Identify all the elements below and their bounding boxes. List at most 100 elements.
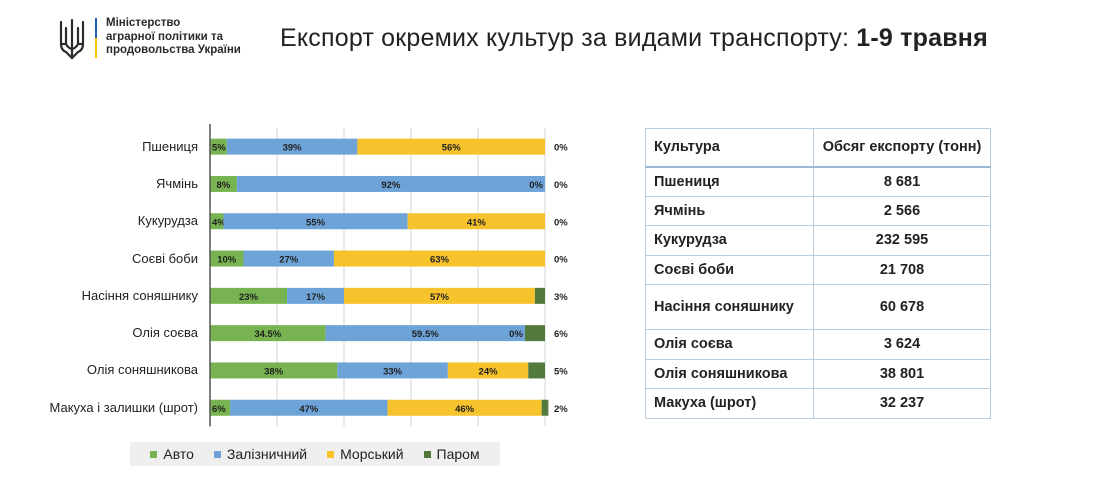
chart-bar-segment [541, 399, 549, 416]
table-row: Соєві боби 21 708 [645, 254, 991, 285]
chart-bar-segment [447, 362, 529, 379]
table-cell-crop: Насіння соняшнику [645, 284, 814, 330]
chart-bar-segment [226, 138, 358, 155]
table-cell-crop: Олія соєва [645, 329, 814, 360]
chart-data-label: 5% [212, 143, 226, 154]
chart-bar-segment [387, 399, 542, 416]
table-row: Пшениця 8 681 [645, 166, 991, 197]
table-cell-volume: 2 566 [813, 195, 991, 226]
chart-category-label: Соєві боби [131, 250, 198, 266]
chart-category-label: Олія соєва [132, 325, 198, 341]
chart-data-label: 24% [479, 366, 499, 377]
export-volume-table: Культура Обсяг експорту (тонн) Пшениця 8 … [645, 128, 991, 419]
chart-bar-segment [236, 175, 546, 192]
page-title: Експорт окремих культур за видами трансп… [280, 24, 988, 52]
table-row: Олія соняшникова 38 801 [645, 358, 991, 389]
chart-bar-segment [210, 175, 237, 192]
chart-data-label: 59.5% [412, 329, 439, 340]
chart-data-label-ferry: 0% [554, 255, 568, 266]
legend-item-auto: Авто [150, 446, 194, 462]
chart-bar-segment [210, 250, 244, 267]
chart-data-label-ferry: 0% [554, 217, 568, 228]
legend-swatch-icon [213, 450, 221, 458]
chart-bar-segment [223, 213, 408, 230]
chart-data-label-ferry: 5% [554, 366, 568, 377]
chart-category-label: Олія соняшникова [86, 362, 198, 378]
table-row: Макуха (шрот) 32 237 [645, 388, 991, 419]
chart-category-label: Макуха і залишки (шрот) [49, 399, 198, 415]
legend-swatch-icon [327, 450, 335, 458]
legend-label: Паром [436, 446, 480, 462]
chart-bar-segment [210, 138, 227, 155]
table-cell-crop: Пшениця [645, 166, 814, 197]
chart-data-label: 92% [381, 180, 401, 191]
chart-data-label: 47% [299, 404, 319, 415]
table-cell-volume: 8 681 [813, 166, 991, 197]
chart-bar-segment [528, 362, 545, 379]
table-cell-crop: Ячмінь [645, 195, 814, 226]
chart-data-label-ferry: 0% [554, 180, 568, 191]
table-cell-crop: Кукурудза [645, 225, 814, 256]
header: Міністерство аграрної політики та продов… [0, 0, 1100, 80]
chart-category-label: Ячмінь [156, 175, 198, 191]
table-row: Насіння соняшнику 60 678 [645, 284, 991, 330]
chart-bar-segment [325, 325, 525, 342]
chart-bar-segment [337, 362, 448, 379]
legend-swatch-icon [423, 450, 431, 458]
table-row: Олія соєва 3 624 [645, 329, 991, 360]
chart-data-label: 33% [383, 366, 403, 377]
legend-item-rail: Залізничний [213, 446, 308, 462]
chart-data-label-ferry: 3% [554, 292, 568, 303]
chart-data-label: 34.5% [254, 329, 281, 340]
chart-data-label: 27% [279, 255, 299, 266]
chart-bar-segment [210, 399, 231, 416]
chart-data-label: 23% [239, 292, 259, 303]
chart-data-label-ferry: 2% [554, 404, 568, 415]
table-cell-volume: 38 801 [813, 358, 991, 389]
chart-bar-segment [210, 287, 288, 304]
chart-bar-segment [534, 287, 545, 304]
legend-item-ferry: Паром [423, 446, 480, 462]
chart-bar-segment [210, 213, 224, 230]
stacked-bar-chart: 5% 39% 56% 0% 8% 92% 0% 0% 4% 55% 41% 0% 10% 27% 63% 0%… [0, 120, 620, 480]
table-cell-volume: 3 624 [813, 329, 991, 360]
table-row: Кукурудза 232 595 [645, 225, 991, 256]
chart-bar-segment [230, 399, 388, 416]
chart-data-label-ferry: 0% [554, 143, 568, 154]
table-cell-volume: 21 708 [813, 254, 991, 285]
chart-data-label: 8% [217, 180, 231, 191]
legend-swatch-icon [150, 450, 158, 458]
chart-bar-segment [287, 287, 344, 304]
chart-bar-segment [333, 250, 545, 267]
table-header-crop: Культура [645, 128, 814, 168]
chart-data-label: 6% [212, 404, 226, 415]
legend-label: Авто [163, 446, 194, 462]
legend-item-sea: Морський [327, 446, 404, 462]
legend-label: Морський [340, 446, 404, 462]
chart-bar-segment [407, 213, 545, 230]
chart-category-label: Пшениця [142, 138, 198, 154]
table-cell-volume: 32 237 [813, 388, 991, 419]
chart-bar-segment [210, 362, 338, 379]
chart-data-label: 46% [455, 404, 475, 415]
logo-divider [95, 18, 97, 58]
chart-data-label: 10% [217, 255, 237, 266]
chart-data-label: 56% [442, 143, 462, 154]
chart-bar-segment [524, 325, 545, 342]
table-header-volume: Обсяг експорту (тонн) [813, 128, 991, 168]
chart-data-label: 41% [467, 217, 487, 228]
legend-label: Залізничний [226, 446, 308, 462]
chart-data-label: 55% [306, 217, 326, 228]
chart-data-label: 17% [306, 292, 326, 303]
chart-data-label: 0% [509, 329, 523, 340]
chart-plot-area: 5% 39% 56% 0% 8% 92% 0% 0% 4% 55% 41% 0% 10% 27% 63% 0%… [209, 124, 568, 427]
chart-category-label: Кукурудза [137, 213, 198, 229]
chart-data-label: 0% [529, 180, 543, 191]
chart-legend: Авто Залізничний Морський Паром [130, 442, 500, 466]
table-cell-volume: 232 595 [813, 225, 991, 256]
chart-data-label: 57% [430, 292, 450, 303]
chart-data-label: 63% [430, 255, 450, 266]
chart-bar-segment [357, 138, 545, 155]
chart-data-label: 38% [264, 366, 284, 377]
chart-data-label: 4% [212, 217, 226, 228]
